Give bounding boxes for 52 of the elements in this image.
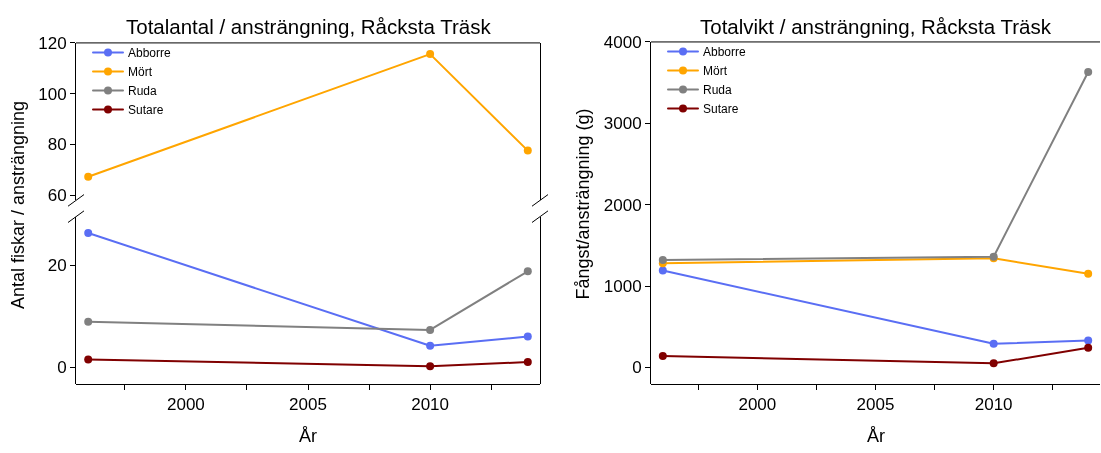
point	[989, 339, 998, 348]
point	[658, 255, 667, 264]
x-tick-label: 2010	[411, 395, 450, 415]
point	[658, 351, 667, 360]
y-tick-label: 0	[632, 358, 642, 378]
point	[84, 229, 93, 237]
y-tick-label: 4000	[603, 32, 642, 52]
point	[84, 317, 93, 326]
legend-label: Mört	[128, 65, 153, 80]
legend-label: Abborre	[703, 45, 747, 60]
chart-title: Totalantal / ansträngning, Råcksta Träsk	[126, 15, 492, 38]
y-tick-label: 80	[47, 135, 67, 155]
point	[426, 325, 435, 334]
legend-label: Ruda	[703, 83, 733, 98]
point	[1084, 336, 1093, 345]
point	[523, 332, 532, 341]
chart-title: Totalvikt / ansträngning, Råcksta Träsk	[700, 15, 1052, 38]
y-axis-title: Antal fiskar / ansträngning	[8, 100, 28, 309]
y-tick-label: 3000	[603, 114, 642, 134]
point	[1084, 68, 1093, 77]
x-axis-title: År	[867, 426, 886, 446]
point	[1084, 269, 1093, 278]
y-tick-label: 2000	[603, 195, 642, 215]
point	[523, 358, 532, 367]
legend-label: Ruda	[128, 84, 158, 99]
x-axis-title: År	[299, 426, 318, 446]
point	[1084, 343, 1093, 352]
y-tick-label: 20	[47, 256, 67, 276]
y-tick-label: 60	[47, 186, 67, 206]
legend-label: Sutare	[703, 102, 739, 117]
y-tick-label: 1000	[603, 276, 642, 296]
point	[426, 362, 435, 371]
point	[523, 267, 532, 276]
point	[426, 341, 435, 350]
y-tick-label: 100	[38, 84, 67, 104]
legend-label: Sutare	[128, 103, 164, 118]
point	[989, 359, 998, 368]
x-tick-label: 2000	[166, 395, 205, 415]
point	[84, 172, 93, 181]
x-tick-label: 2000	[738, 395, 777, 415]
legend-label: Abborre	[128, 46, 172, 61]
point	[84, 355, 93, 364]
y-tick-label: 0	[57, 358, 67, 378]
point	[658, 266, 667, 275]
point	[426, 50, 435, 59]
y-axis-title: Fångst/ansträngning (g)	[573, 108, 594, 300]
x-tick-label: 2005	[289, 395, 327, 415]
point	[523, 146, 532, 155]
x-tick-label: 2010	[974, 395, 1013, 415]
legend-label: Mört	[703, 64, 728, 79]
x-tick-label: 2005	[856, 395, 895, 415]
y-tick-label: 120	[38, 33, 67, 53]
